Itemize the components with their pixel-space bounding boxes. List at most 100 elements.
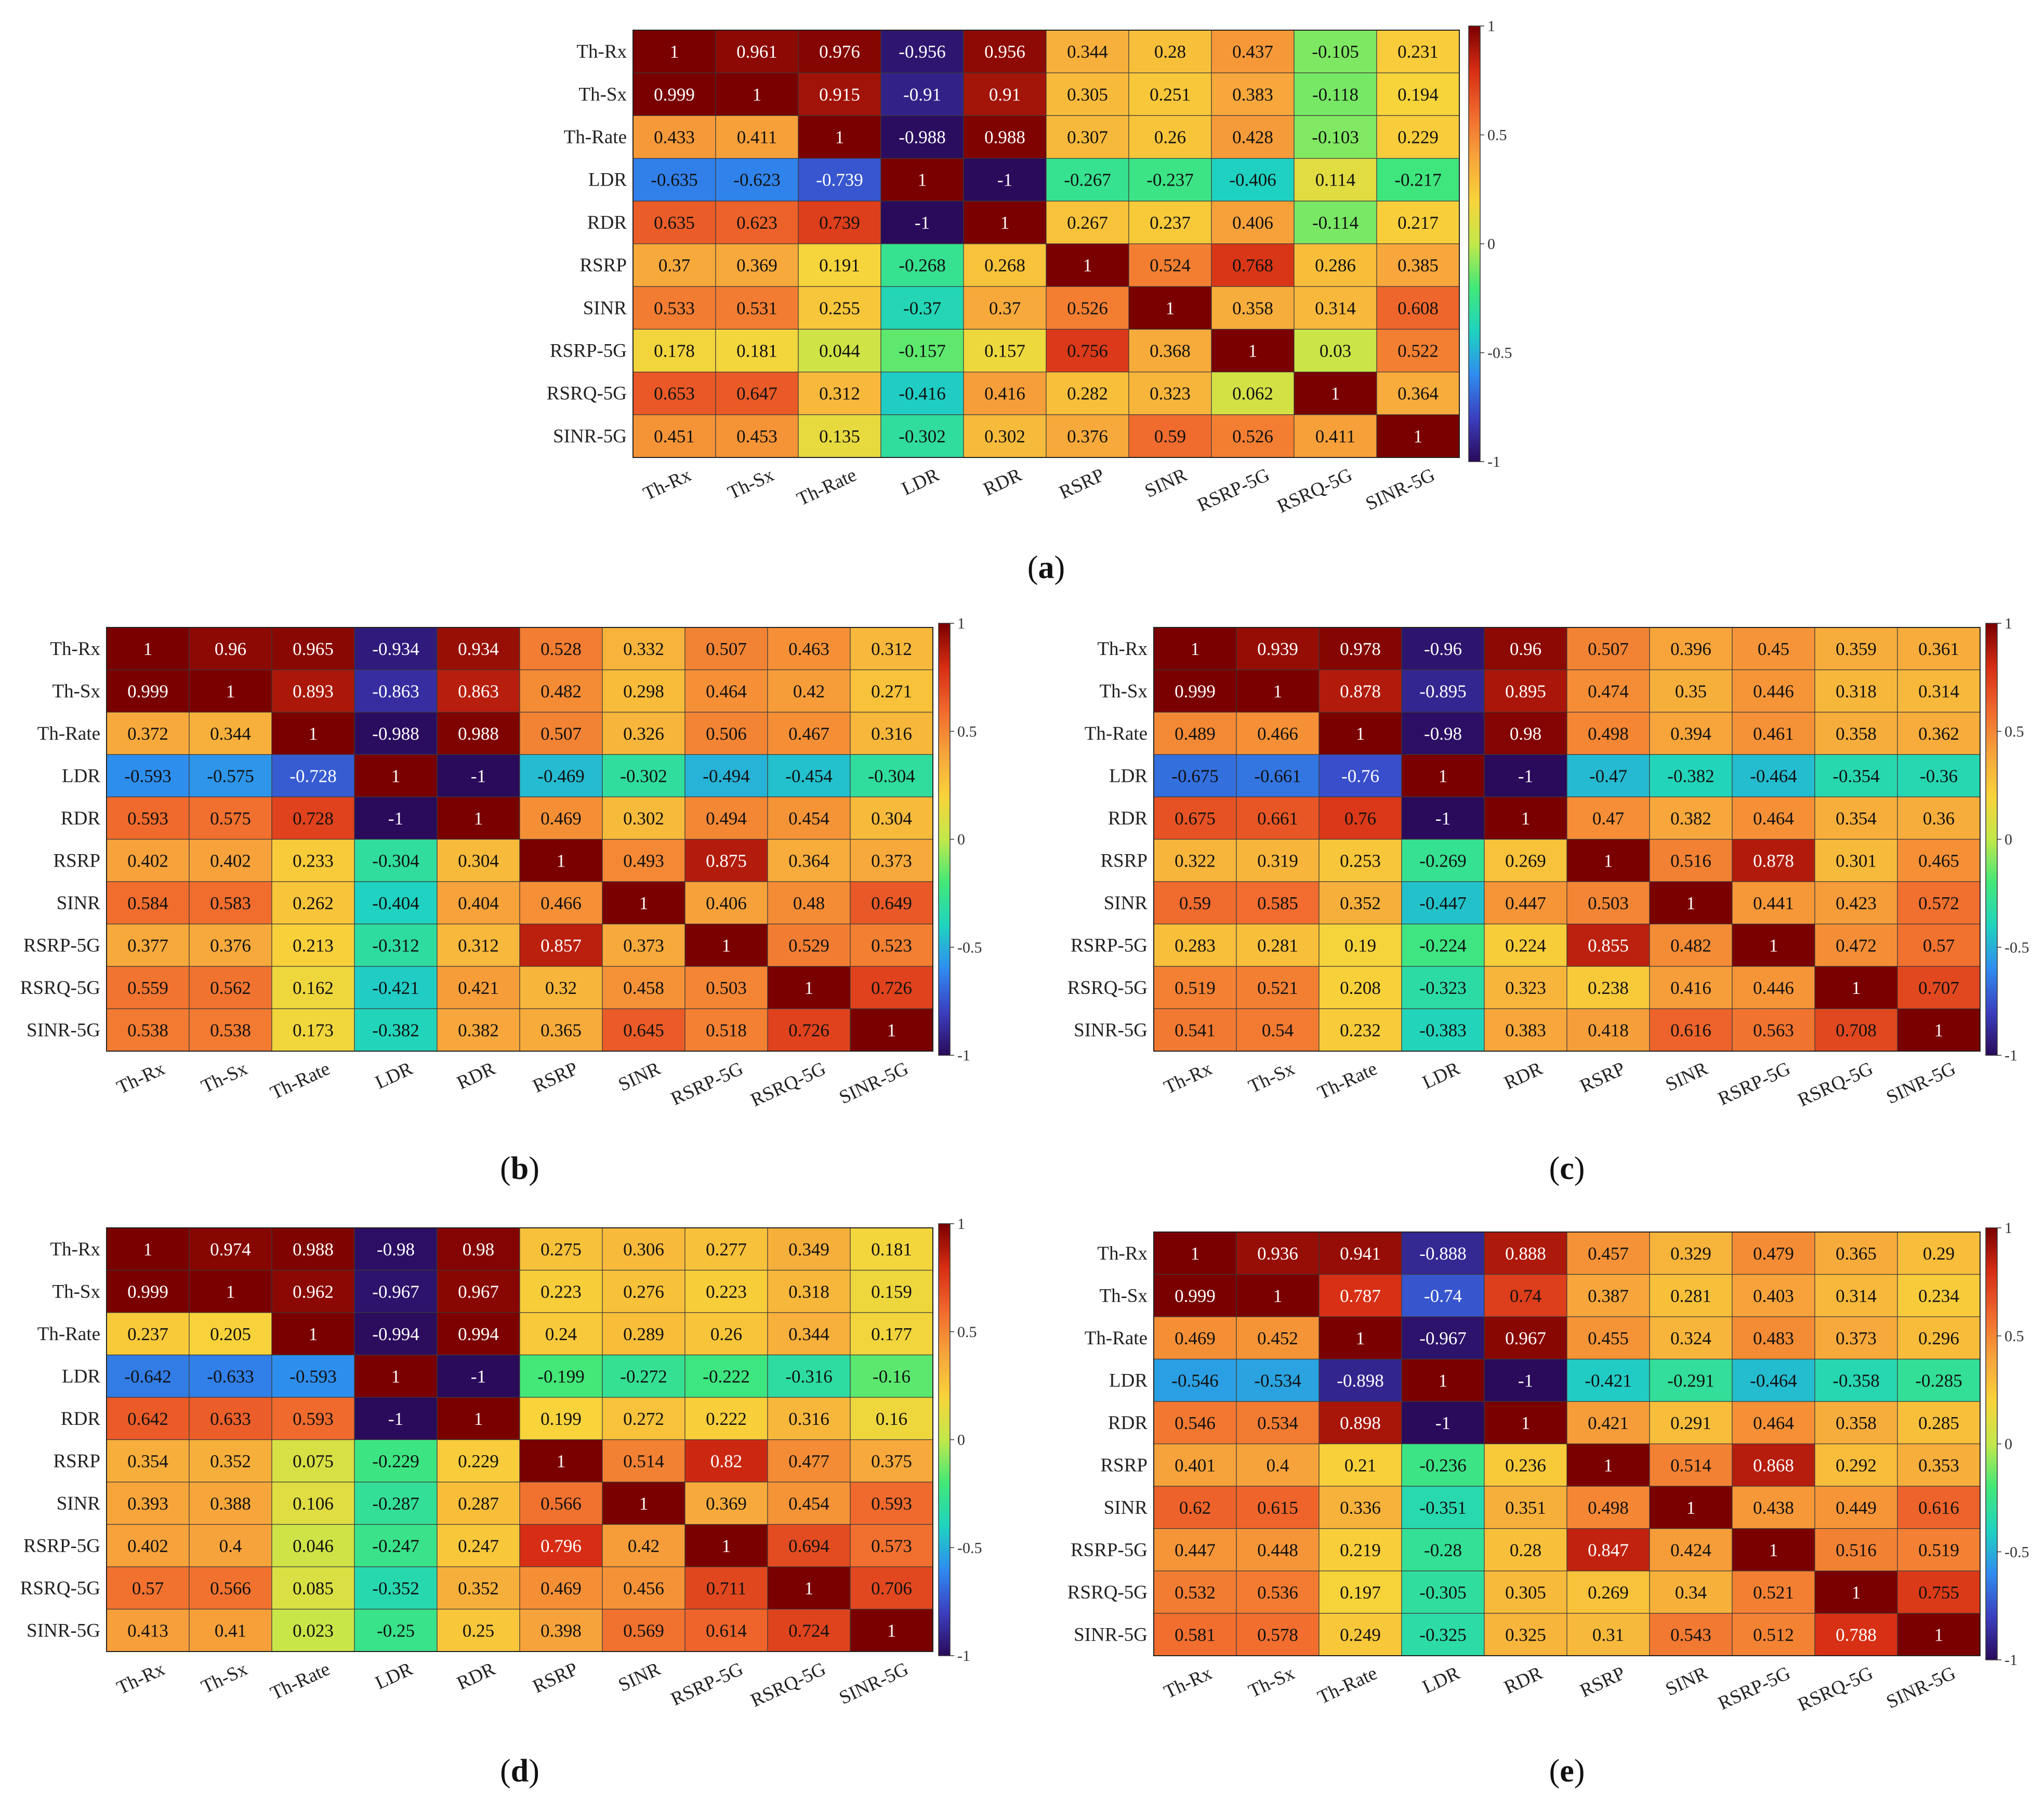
cell-value-label: -0.304 [372,850,419,871]
heatmap-cell [1211,30,1295,73]
heatmap-cell [1484,1358,1567,1402]
heatmap-cell [767,966,851,1010]
cell-value-label: -0.285 [1915,1370,1962,1391]
heatmap-cell [271,1269,355,1313]
cell-value-label: 0.888 [1505,1243,1546,1264]
heatmap-cell [963,30,1047,73]
heatmap-cell [519,712,603,755]
cell-value-label: 0.728 [293,808,334,829]
heatmap-cell [106,669,190,713]
heatmap-cell [1649,627,1733,671]
cell-value-label: 0.32 [545,978,577,998]
heatmap-cell [1814,627,1898,671]
cell-value-label: 0.47 [1592,808,1624,829]
cell-value-label: 0.447 [1175,1540,1216,1560]
row-tick-label: RSRQ-5G [20,1578,100,1599]
cell-value-label: -0.267 [1064,170,1111,190]
heatmap-cell [1484,881,1567,925]
cell-value-label: 0.623 [736,213,777,233]
heatmap-cell [271,839,355,882]
cell-value-label: 0.536 [1257,1582,1298,1603]
heatmap-cell [1732,1570,1815,1614]
cell-value-label: 0.915 [819,84,860,104]
cell-value-label: 0.868 [1753,1455,1794,1475]
cell-value-label: 0.534 [1257,1413,1298,1433]
column-tick-label: Th-Sx [198,1658,251,1698]
heatmap-cell [602,754,685,797]
heatmap-cell [1318,923,1402,967]
heatmap-cell [1649,1528,1733,1571]
cell-value-label: 0.456 [623,1578,664,1599]
heatmap-cell [1236,1358,1320,1402]
cell-value-label: 1 [1934,1020,1944,1040]
colorbar-tick-label: -1 [2005,1047,2017,1064]
cell-value-label: 0.4 [219,1536,242,1556]
heatmap-cell [632,243,716,287]
heatmap-cell [963,115,1047,159]
cell-value-label: 1 [1414,426,1423,447]
heatmap-cell [715,329,799,373]
cell-value-label: 0.455 [1588,1328,1629,1348]
heatmap-frame [106,1227,933,1652]
heatmap-cell [437,1312,520,1356]
heatmap-cell [1566,923,1650,967]
cell-value-label: 0.506 [706,724,747,744]
heatmap-cell [1814,1528,1898,1571]
cell-value-label: 0.531 [736,298,777,318]
heatmap-cell [519,1227,603,1271]
cell-value-label: 0.388 [210,1493,251,1514]
cell-value-label: 0.4 [1267,1455,1289,1475]
cell-value-label: 1 [753,84,762,104]
cell-value-label: 0.382 [458,1020,499,1040]
heatmap-cell [271,966,355,1010]
heatmap-cell [106,712,190,755]
heatmap-cell [1484,669,1567,713]
heatmap-cell [1376,30,1460,73]
cell-value-label: -0.352 [372,1578,419,1599]
heatmap-cell [106,1354,190,1398]
heatmap-cell [519,1312,603,1356]
cell-value-label: 0.965 [293,639,334,659]
cell-value-label: 0.524 [1150,255,1191,276]
cell-value-label: 0.197 [1340,1582,1381,1603]
cell-value-label: 0.401 [1175,1455,1216,1475]
cell-value-label: -0.74 [1424,1286,1462,1306]
heatmap-cell [767,1439,851,1483]
cell-value-label: 0.895 [1505,681,1546,701]
heatmap-cell [684,1439,768,1483]
heatmap-panel-b: 1 0.96 0.965 -0.934 0.934 0.528 0.332 0.507 0.46… [20,615,982,1186]
heatmap-cell [1318,1528,1402,1571]
cell-value-label: 1 [1191,1243,1200,1264]
column-tick-label: Th-Sx [1245,1662,1298,1702]
cell-value-label: 0.277 [706,1239,747,1260]
row-tick-label: LDR [62,1366,100,1387]
heatmap-cell [715,371,799,415]
heatmap-cell [1318,754,1402,797]
colorbar-tick-label: 0.5 [957,1324,977,1341]
cell-value-label: 0.352 [210,1451,251,1471]
heatmap-cell [1211,201,1295,244]
cell-value-label: 0.191 [819,255,860,276]
heatmap-cell [519,669,603,713]
cell-value-label: -1 [388,1409,403,1429]
heatmap-cell [1732,1008,1815,1052]
heatmap-cell [1236,1274,1320,1317]
colorbar [1985,623,1998,1056]
heatmap-cell [880,414,964,458]
row-tick-label: RSRP-5G [23,935,100,956]
cell-value-label: 0.466 [540,893,582,913]
cell-value-label: -0.199 [537,1366,584,1386]
cell-value-label: 0.291 [1670,1413,1711,1433]
cell-value-label: 0.857 [540,935,582,955]
cell-value-label: 0.213 [293,935,334,955]
cell-value-label: 0.416 [1670,978,1711,998]
cell-value-label: 1 [309,1324,318,1344]
row-tick-label: Th-Rx [50,1239,100,1260]
cell-value-label: 0.222 [706,1409,747,1429]
cell-value-label: 0.26 [710,1324,742,1344]
heatmap-cell [1401,1316,1485,1360]
heatmap-cell [354,1269,438,1313]
heatmap-cell [1236,669,1320,713]
cell-value-label: 0.236 [1505,1455,1546,1475]
heatmap-cell [850,754,933,797]
